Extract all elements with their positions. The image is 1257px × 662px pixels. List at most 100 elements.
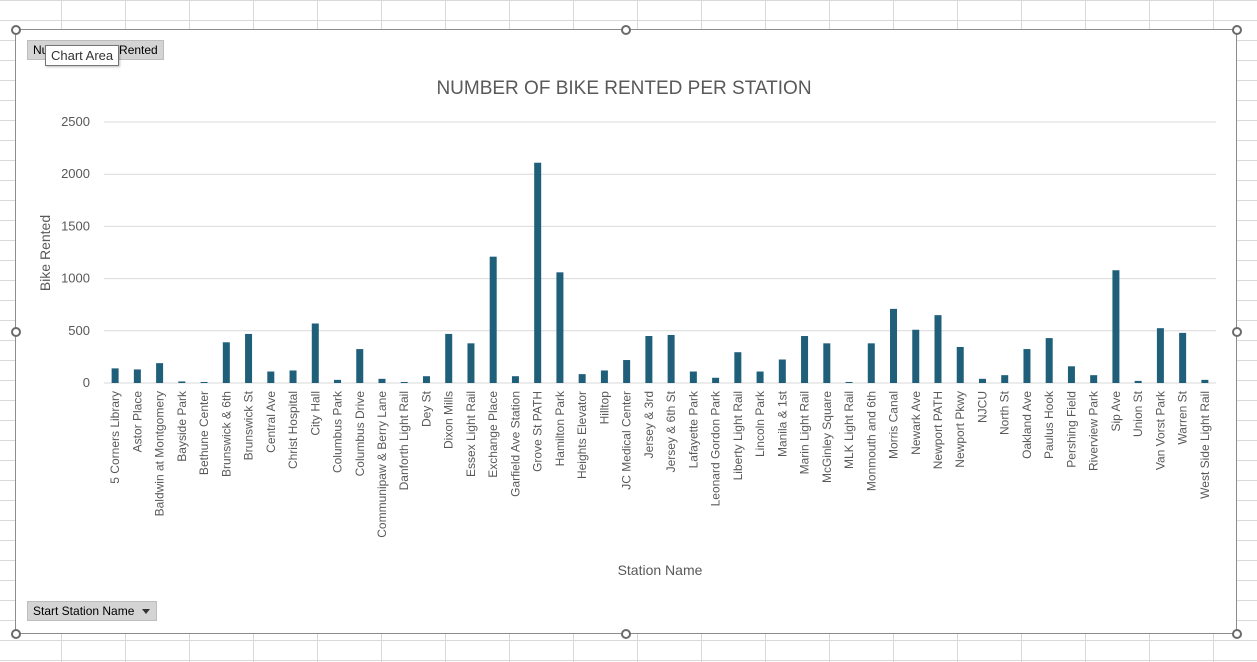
bar[interactable] <box>578 374 586 383</box>
bar[interactable] <box>1134 380 1142 383</box>
y-axis-ticks: 0 500 1000 1500 2000 2500 <box>61 114 90 390</box>
axis-field-label: Start Station Name <box>33 604 135 618</box>
x-tick-label: JC Medical Center <box>620 391 634 490</box>
y-tick-label: 2500 <box>61 114 90 129</box>
bar[interactable] <box>845 381 853 383</box>
bar[interactable] <box>1201 379 1209 383</box>
bar[interactable] <box>111 368 119 383</box>
bar[interactable] <box>289 370 297 383</box>
bar[interactable] <box>222 342 230 383</box>
bar[interactable] <box>1112 270 1120 383</box>
bar[interactable] <box>311 323 319 383</box>
bar[interactable] <box>511 376 519 383</box>
bar[interactable] <box>400 381 408 383</box>
y-tick-label: 0 <box>83 375 90 390</box>
bar[interactable] <box>445 333 453 383</box>
bar[interactable] <box>334 379 342 383</box>
bar[interactable] <box>1179 332 1187 383</box>
resize-handle-bottom-left[interactable] <box>11 629 21 639</box>
bar[interactable] <box>734 352 742 383</box>
bar[interactable] <box>1156 328 1164 383</box>
x-tick-label: Exchange Place <box>486 391 500 478</box>
x-tick-label: Columbus Park <box>331 390 345 473</box>
gridlines <box>104 121 1216 384</box>
bars <box>111 162 1209 383</box>
bar[interactable] <box>556 272 564 383</box>
bar[interactable] <box>600 370 608 383</box>
bar[interactable] <box>1090 375 1098 383</box>
bar[interactable] <box>890 308 898 383</box>
bar[interactable] <box>689 371 697 383</box>
bar[interactable] <box>712 377 720 383</box>
x-tick-label: Essex Light Rail <box>464 391 478 477</box>
bar[interactable] <box>534 162 542 383</box>
x-tick-label: Sip Ave <box>1109 391 1123 432</box>
chart-area-tooltip: Chart Area <box>45 45 120 66</box>
bar[interactable] <box>756 371 764 383</box>
bar[interactable] <box>801 336 809 383</box>
x-tick-label: Oakland Ave <box>1020 391 1034 459</box>
bar[interactable] <box>245 333 253 383</box>
bar[interactable] <box>356 349 364 383</box>
bar[interactable] <box>1067 366 1075 383</box>
bar[interactable] <box>912 329 920 383</box>
chart-area[interactable] <box>15 29 1237 634</box>
bar[interactable] <box>489 256 497 383</box>
x-tick-label: Columbus Drive <box>353 391 367 477</box>
bar[interactable] <box>178 381 186 383</box>
bar[interactable] <box>667 334 675 383</box>
dropdown-arrow-icon <box>142 609 151 614</box>
bar[interactable] <box>645 336 653 383</box>
x-tick-label: Manila & 1st <box>775 390 789 457</box>
resize-handle-left[interactable] <box>11 327 21 337</box>
x-tick-label: Brunswick & 6th <box>219 391 233 477</box>
bar[interactable] <box>1045 338 1053 383</box>
resize-handle-top[interactable] <box>621 25 631 35</box>
x-tick-label: Communipaw & Berry Lane <box>375 391 389 538</box>
x-tick-label: Liberty Light Rail <box>731 391 745 480</box>
bar[interactable] <box>978 378 986 383</box>
bar[interactable] <box>823 343 831 383</box>
x-tick-label: Hilltop <box>597 391 611 425</box>
axis-field-button[interactable]: Start Station Name <box>27 601 158 621</box>
bar[interactable] <box>378 378 386 383</box>
bar[interactable] <box>1023 349 1031 383</box>
resize-handle-bottom[interactable] <box>621 629 631 639</box>
bar[interactable] <box>422 376 430 383</box>
x-tick-label: NJCU <box>975 391 989 423</box>
resize-handle-top-left[interactable] <box>11 25 21 35</box>
x-tick-label: Dey St <box>419 390 433 427</box>
x-axis-label: Station Name <box>618 562 703 578</box>
x-tick-label: Bayside Park <box>175 390 189 462</box>
bar[interactable] <box>267 371 275 383</box>
bar[interactable] <box>133 369 141 383</box>
bar[interactable] <box>1001 375 1009 383</box>
bar[interactable] <box>867 343 875 383</box>
x-tick-label: Riverview Park <box>1087 390 1101 471</box>
x-tick-label: Danforth Light Rail <box>397 391 411 490</box>
bar[interactable] <box>156 363 164 383</box>
bar[interactable] <box>623 360 631 383</box>
bar[interactable] <box>200 381 208 383</box>
x-tick-label: Central Ave <box>264 391 278 453</box>
x-tick-label: Newport PATH <box>931 391 945 469</box>
x-axis-ticks: 5 Corners Library Astor Place Baldwin at M… <box>108 390 1212 538</box>
y-axis-label: Bike Rented <box>37 215 53 291</box>
resize-handle-top-right[interactable] <box>1232 25 1242 35</box>
x-tick-label: Garfield Ave Station <box>508 391 522 497</box>
x-tick-label: Baldwin at Montgomery <box>153 391 167 516</box>
x-tick-label: Jersey & 3rd <box>642 391 656 458</box>
bar[interactable] <box>467 343 475 383</box>
resize-handle-right[interactable] <box>1232 327 1242 337</box>
bar[interactable] <box>956 346 964 383</box>
resize-handle-bottom-right[interactable] <box>1232 629 1242 639</box>
x-tick-label: Paulus Hook <box>1042 390 1056 459</box>
bar[interactable] <box>934 315 942 383</box>
x-tick-label: Dixon Mills <box>442 391 456 449</box>
x-tick-label: Newark Ave <box>909 391 923 455</box>
x-tick-label: Grove St PATH <box>531 391 545 472</box>
bar[interactable] <box>778 359 786 383</box>
x-tick-label: Monmouth and 6th <box>864 391 878 491</box>
x-tick-label: MLK Light Rail <box>842 391 856 469</box>
